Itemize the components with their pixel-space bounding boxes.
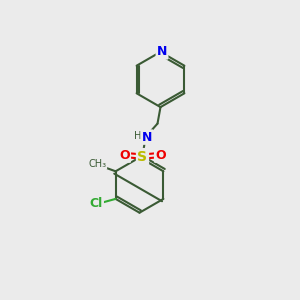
Text: CH₃: CH₃ xyxy=(88,159,107,169)
Text: S: S xyxy=(137,150,148,164)
Text: N: N xyxy=(157,45,167,58)
Text: Cl: Cl xyxy=(89,197,103,210)
Text: N: N xyxy=(142,130,152,144)
Text: O: O xyxy=(155,148,166,162)
Text: O: O xyxy=(119,148,130,162)
Text: H: H xyxy=(134,130,142,141)
